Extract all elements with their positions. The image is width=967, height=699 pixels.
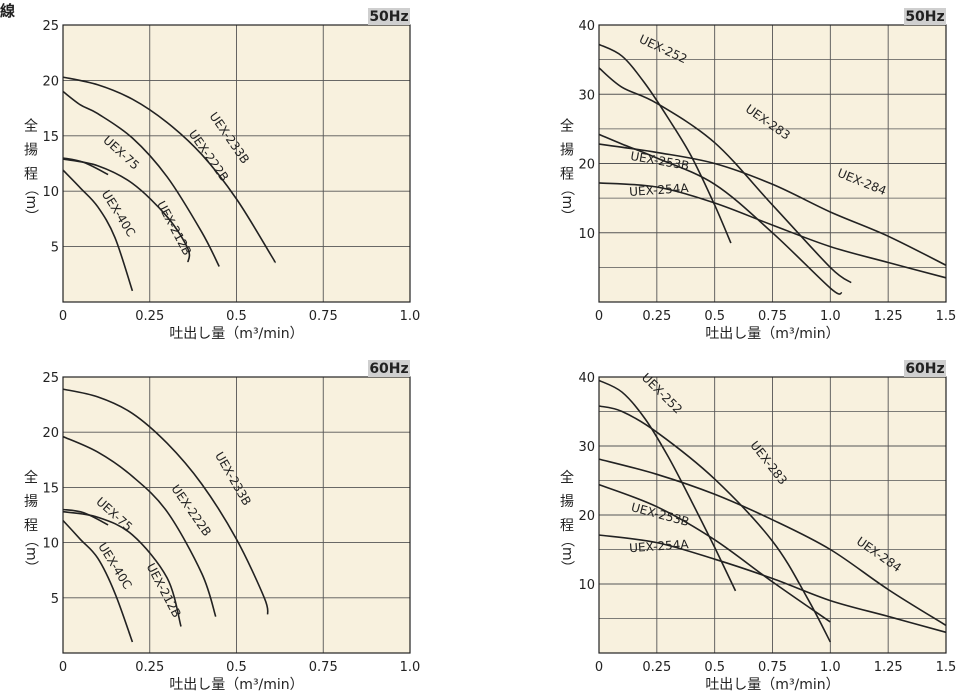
chart-1-series-uex-222b bbox=[62, 90, 220, 267]
chart-4-xtick-label: 0.75 bbox=[758, 660, 787, 675]
chart-3-yaxis-label: 程 bbox=[24, 518, 38, 534]
chart-2-series-uex-254a bbox=[598, 182, 947, 279]
chart-1-ytick-label: 20 bbox=[42, 74, 59, 89]
chart-4-curve-label: UEX-254A bbox=[629, 537, 690, 555]
chart-2-badge-label: 50Hz bbox=[905, 9, 944, 25]
chart-2-xtick-label: 0.75 bbox=[758, 309, 787, 324]
chart-3-xtick-label: 0.5 bbox=[226, 660, 247, 675]
chart-4-ytick-label: 30 bbox=[578, 440, 595, 455]
chart-4-badge-label: 60Hz bbox=[905, 361, 944, 377]
chart-4-xtick-label: 0.25 bbox=[642, 660, 671, 675]
chart-2-xaxis-label: 吐出し量（m³/min） bbox=[705, 326, 839, 342]
chart-4-series-uex-253b bbox=[598, 483, 831, 623]
chart-1-series-uex-233b bbox=[62, 76, 276, 264]
chart-4-ytick-label: 20 bbox=[578, 509, 595, 524]
chart-4-series-uex-252 bbox=[598, 379, 737, 592]
chart-3-badge-box bbox=[368, 360, 410, 377]
chart-4-series-uex-254a bbox=[598, 534, 947, 634]
chart-2-curve-label: UEX-254A bbox=[629, 181, 690, 199]
chart-4-xtick-label: 0.5 bbox=[704, 660, 725, 675]
chart-3-series-uex-222b bbox=[62, 435, 217, 617]
chart-2-xtick-label: 0.5 bbox=[704, 309, 725, 324]
corner-fragment-text: 線 bbox=[0, 2, 16, 20]
chart-4-ytick-label: 40 bbox=[578, 371, 595, 386]
chart-3-frame bbox=[62, 376, 411, 654]
chart-4-ytick-label: 10 bbox=[578, 578, 595, 593]
chart-1-xtick-label: 0 bbox=[59, 309, 67, 324]
chart-2-yaxis-label: 全 bbox=[560, 117, 574, 134]
chart-3-xaxis-label: 吐出し量（m³/min） bbox=[169, 677, 303, 693]
chart-1-ytick-label: 10 bbox=[42, 185, 59, 200]
chart-1-ytick-label: 25 bbox=[42, 19, 59, 34]
chart-3-xtick-label: 0.25 bbox=[135, 660, 164, 675]
chart-2-ytick-label: 30 bbox=[578, 88, 595, 103]
chart-1-xtick-label: 0.75 bbox=[309, 309, 338, 324]
chart-3-ytick-label: 20 bbox=[42, 426, 59, 441]
chart-2-series-uex-284 bbox=[598, 143, 947, 267]
chart-4-xtick-label: 1.5 bbox=[936, 660, 957, 675]
chart-1-series-uex-75 bbox=[62, 157, 109, 176]
chart-4-yaxis-label: 全 bbox=[560, 469, 574, 486]
chart-4-xtick-label: 1.0 bbox=[820, 660, 841, 675]
chart-4-xaxis-label: 吐出し量（m³/min） bbox=[705, 677, 839, 693]
chart-3-yaxis-label: （m） bbox=[23, 533, 39, 575]
chart-3-series-uex-233b bbox=[62, 388, 269, 615]
chart-2-ytick-label: 40 bbox=[578, 19, 595, 34]
chart-1-ytick-label: 15 bbox=[42, 130, 59, 145]
chart-2-ytick-label: 10 bbox=[578, 227, 595, 242]
chart-4-yaxis-label: （m） bbox=[559, 533, 575, 575]
chart-2-xtick-label: 1.0 bbox=[820, 309, 841, 324]
chart-1-series-uex-212b bbox=[62, 158, 191, 263]
chart-4-yaxis-label: 揚 bbox=[560, 493, 574, 510]
chart-3-ytick-label: 25 bbox=[42, 371, 59, 386]
chart-1-xaxis-label: 吐出し量（m³/min） bbox=[169, 326, 303, 342]
chart-2-xtick-label: 0 bbox=[595, 309, 603, 324]
chart-2-series-uex-253b bbox=[598, 133, 843, 295]
chart-2-xtick-label: 1.5 bbox=[936, 309, 957, 324]
chart-1-xtick-label: 0.25 bbox=[135, 309, 164, 324]
chart-1-yaxis-label: 揚 bbox=[24, 141, 38, 158]
chart-3-ytick-label: 5 bbox=[51, 592, 59, 607]
chart-3-ytick-label: 10 bbox=[42, 537, 59, 552]
chart-3-ytick-label: 15 bbox=[42, 481, 59, 496]
chart-2-xtick-label: 0.25 bbox=[642, 309, 671, 324]
chart-3-yaxis-label: 揚 bbox=[24, 493, 38, 510]
chart-2-xtick-label: 1.25 bbox=[874, 309, 903, 324]
chart-2-series-uex-283 bbox=[598, 67, 852, 284]
chart-1-frame bbox=[62, 24, 411, 303]
chart-3-yaxis-label: 全 bbox=[24, 469, 38, 486]
chart-2-yaxis-label: 揚 bbox=[560, 141, 574, 158]
chart-4-series-uex-284 bbox=[598, 458, 947, 627]
chart-4-series-uex-283 bbox=[598, 405, 832, 643]
chart-1-yaxis-label: （m） bbox=[23, 181, 39, 223]
chart-2-yaxis-label: （m） bbox=[559, 181, 575, 223]
chart-2-frame bbox=[598, 24, 947, 303]
chart-3-badge-label: 60Hz bbox=[369, 361, 408, 377]
chart-1-xtick-label: 0.5 bbox=[226, 309, 247, 324]
chart-3-series-uex-75 bbox=[62, 508, 109, 526]
chart-1-ytick-label: 5 bbox=[51, 241, 59, 256]
chart-1-xtick-label: 1.0 bbox=[400, 309, 421, 324]
chart-2-ytick-label: 20 bbox=[578, 158, 595, 173]
chart-4-yaxis-label: 程 bbox=[560, 518, 574, 534]
chart-1-yaxis-label: 全 bbox=[24, 117, 38, 134]
chart-2-series-uex-252 bbox=[598, 43, 732, 244]
chart-2-badge-box bbox=[904, 8, 946, 25]
chart-3-xtick-label: 0.75 bbox=[309, 660, 338, 675]
chart-1-badge-box bbox=[368, 8, 410, 25]
chart-3-xtick-label: 1.0 bbox=[400, 660, 421, 675]
chart-1-series-uex-40c bbox=[62, 169, 134, 292]
chart-2-yaxis-label: 程 bbox=[560, 166, 574, 182]
chart-4-xtick-label: 0 bbox=[595, 660, 603, 675]
chart-3-xtick-label: 0 bbox=[59, 660, 67, 675]
chart-4-xtick-label: 1.25 bbox=[874, 660, 903, 675]
chart-1-badge-label: 50Hz bbox=[369, 9, 408, 25]
chart-4-badge-box bbox=[904, 360, 946, 377]
chart-4-frame bbox=[598, 376, 947, 654]
chart-3-series-uex-40c bbox=[62, 519, 134, 643]
chart-1-yaxis-label: 程 bbox=[24, 166, 38, 182]
